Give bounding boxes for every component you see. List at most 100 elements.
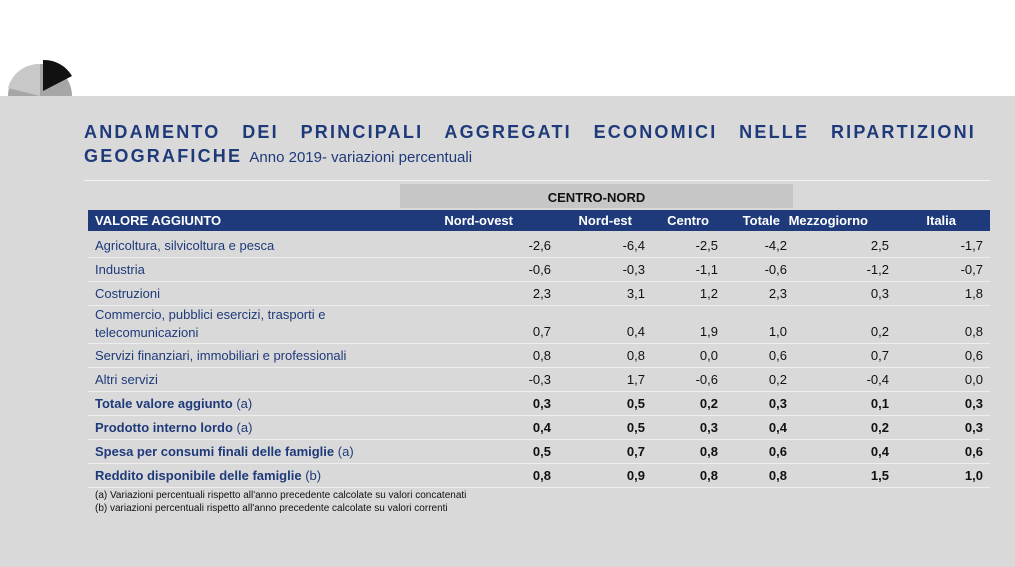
cell: 0,3 bbox=[964, 396, 983, 411]
row-separator bbox=[88, 305, 990, 306]
column-header: Nord-est bbox=[578, 213, 632, 228]
cell: 0,4 bbox=[532, 420, 551, 435]
row-separator bbox=[88, 391, 990, 392]
cell: 0,5 bbox=[626, 396, 645, 411]
row-separator bbox=[88, 415, 990, 416]
row-label: Prodotto interno lordo (a) bbox=[95, 420, 252, 435]
cell: -0,6 bbox=[695, 372, 718, 387]
label-text: Servizi finanziari, immobiliari e profes… bbox=[95, 348, 347, 363]
cell: 2,3 bbox=[768, 286, 787, 301]
label-note: (a) bbox=[236, 420, 253, 435]
cell: -1,2 bbox=[866, 262, 889, 277]
rule bbox=[84, 180, 990, 181]
cell: 1,2 bbox=[699, 286, 718, 301]
label-note: (b) bbox=[305, 468, 322, 483]
row-label: Servizi finanziari, immobiliari e profes… bbox=[95, 348, 346, 363]
row-separator bbox=[88, 367, 990, 368]
cell: 1,8 bbox=[964, 286, 983, 301]
header-band bbox=[88, 210, 990, 231]
cell: 0,8 bbox=[532, 468, 551, 483]
row-separator bbox=[88, 343, 990, 344]
label-text: Agricoltura, silvicoltura e pesca bbox=[95, 238, 275, 253]
row-label: Agricoltura, silvicoltura e pesca bbox=[95, 238, 274, 253]
cell: 1,5 bbox=[870, 468, 889, 483]
row-label: Commercio, pubblici esercizi, trasporti … bbox=[95, 307, 326, 340]
cell: 0,2 bbox=[699, 396, 718, 411]
cell: 1,9 bbox=[699, 324, 718, 339]
cell: 0,3 bbox=[870, 286, 889, 301]
cell: 0,8 bbox=[626, 348, 645, 363]
cell: -0,6 bbox=[764, 262, 787, 277]
row-separator bbox=[88, 487, 990, 488]
cell: 0,0 bbox=[964, 372, 983, 387]
cell: 0,1 bbox=[870, 396, 889, 411]
cell: -0,6 bbox=[528, 262, 551, 277]
cell: 0,3 bbox=[768, 396, 787, 411]
cell: 0,2 bbox=[870, 420, 889, 435]
cell: 0,4 bbox=[768, 420, 787, 435]
title-text: ANDAMENTO DEI PRINCIPALI AGGREGATI ECONO… bbox=[84, 122, 976, 166]
cell: 1,0 bbox=[768, 324, 787, 339]
cell: -0,3 bbox=[622, 262, 645, 277]
cell: 0,6 bbox=[768, 444, 787, 459]
group-band bbox=[400, 184, 793, 208]
row-separator bbox=[88, 463, 990, 464]
row-separator bbox=[88, 439, 990, 440]
column-header: Centro bbox=[667, 213, 709, 228]
footnote: (b) variazioni percentuali rispetto all'… bbox=[95, 503, 448, 514]
cell: 2,3 bbox=[532, 286, 551, 301]
label-text: Prodotto interno lordo bbox=[95, 420, 233, 435]
cell: -6,4 bbox=[622, 238, 645, 253]
cell: -0,3 bbox=[528, 372, 551, 387]
cell: 0,7 bbox=[626, 444, 645, 459]
cell: 0,9 bbox=[626, 468, 645, 483]
label-text: Totale valore aggiunto bbox=[95, 396, 233, 411]
title: ANDAMENTO DEI PRINCIPALI AGGREGATI ECONO… bbox=[84, 120, 976, 170]
cell: 0,3 bbox=[532, 396, 551, 411]
cell: -4,2 bbox=[764, 238, 787, 253]
label-note: (a) bbox=[337, 444, 354, 459]
cell: 0,4 bbox=[626, 324, 645, 339]
cell: 0,8 bbox=[768, 468, 787, 483]
column-header: VALORE AGGIUNTO bbox=[95, 213, 222, 228]
row-label: Spesa per consumi finali delle famiglie … bbox=[95, 444, 354, 459]
row-label: Altri servizi bbox=[95, 372, 158, 387]
cell: 0,5 bbox=[532, 444, 551, 459]
column-header: Italia bbox=[926, 213, 956, 228]
cell: 0,8 bbox=[699, 468, 718, 483]
row-label: Industria bbox=[95, 262, 145, 277]
cell: -2,5 bbox=[695, 238, 718, 253]
cell: 0,2 bbox=[768, 372, 787, 387]
label-text: Altri servizi bbox=[95, 372, 158, 387]
column-header: Mezzogiorno bbox=[788, 213, 868, 228]
row-label: Totale valore aggiunto (a) bbox=[95, 396, 252, 411]
cell: 1,7 bbox=[626, 372, 645, 387]
cell: 0,8 bbox=[964, 324, 983, 339]
cell: 0,5 bbox=[626, 420, 645, 435]
cell: 0,4 bbox=[870, 444, 889, 459]
cell: 0,8 bbox=[532, 348, 551, 363]
cell: 0,2 bbox=[870, 324, 889, 339]
cell: 0,7 bbox=[532, 324, 551, 339]
cell: -0,7 bbox=[960, 262, 983, 277]
label-text: Costruzioni bbox=[95, 286, 161, 301]
footnote: (a) Variazioni percentuali rispetto all'… bbox=[95, 490, 467, 501]
cell: 2,5 bbox=[870, 238, 889, 253]
cell: 0,6 bbox=[964, 348, 983, 363]
label-note: (a) bbox=[236, 396, 253, 411]
cell: -1,1 bbox=[695, 262, 718, 277]
group-header: CENTRO-NORD bbox=[547, 190, 646, 205]
cell: 0,7 bbox=[870, 348, 889, 363]
cell: 3,1 bbox=[626, 286, 645, 301]
row-separator bbox=[88, 281, 990, 282]
cell: 0,6 bbox=[768, 348, 787, 363]
cell: 0,8 bbox=[699, 444, 718, 459]
cell: 0,3 bbox=[964, 420, 983, 435]
panel bbox=[0, 96, 1015, 567]
row-label: Reddito disponibile delle famiglie (b) bbox=[95, 468, 321, 483]
cell: -0,4 bbox=[866, 372, 889, 387]
cell: -1,7 bbox=[960, 238, 983, 253]
row-label: Costruzioni bbox=[95, 286, 160, 301]
label-text: Reddito disponibile delle famiglie bbox=[95, 468, 302, 483]
